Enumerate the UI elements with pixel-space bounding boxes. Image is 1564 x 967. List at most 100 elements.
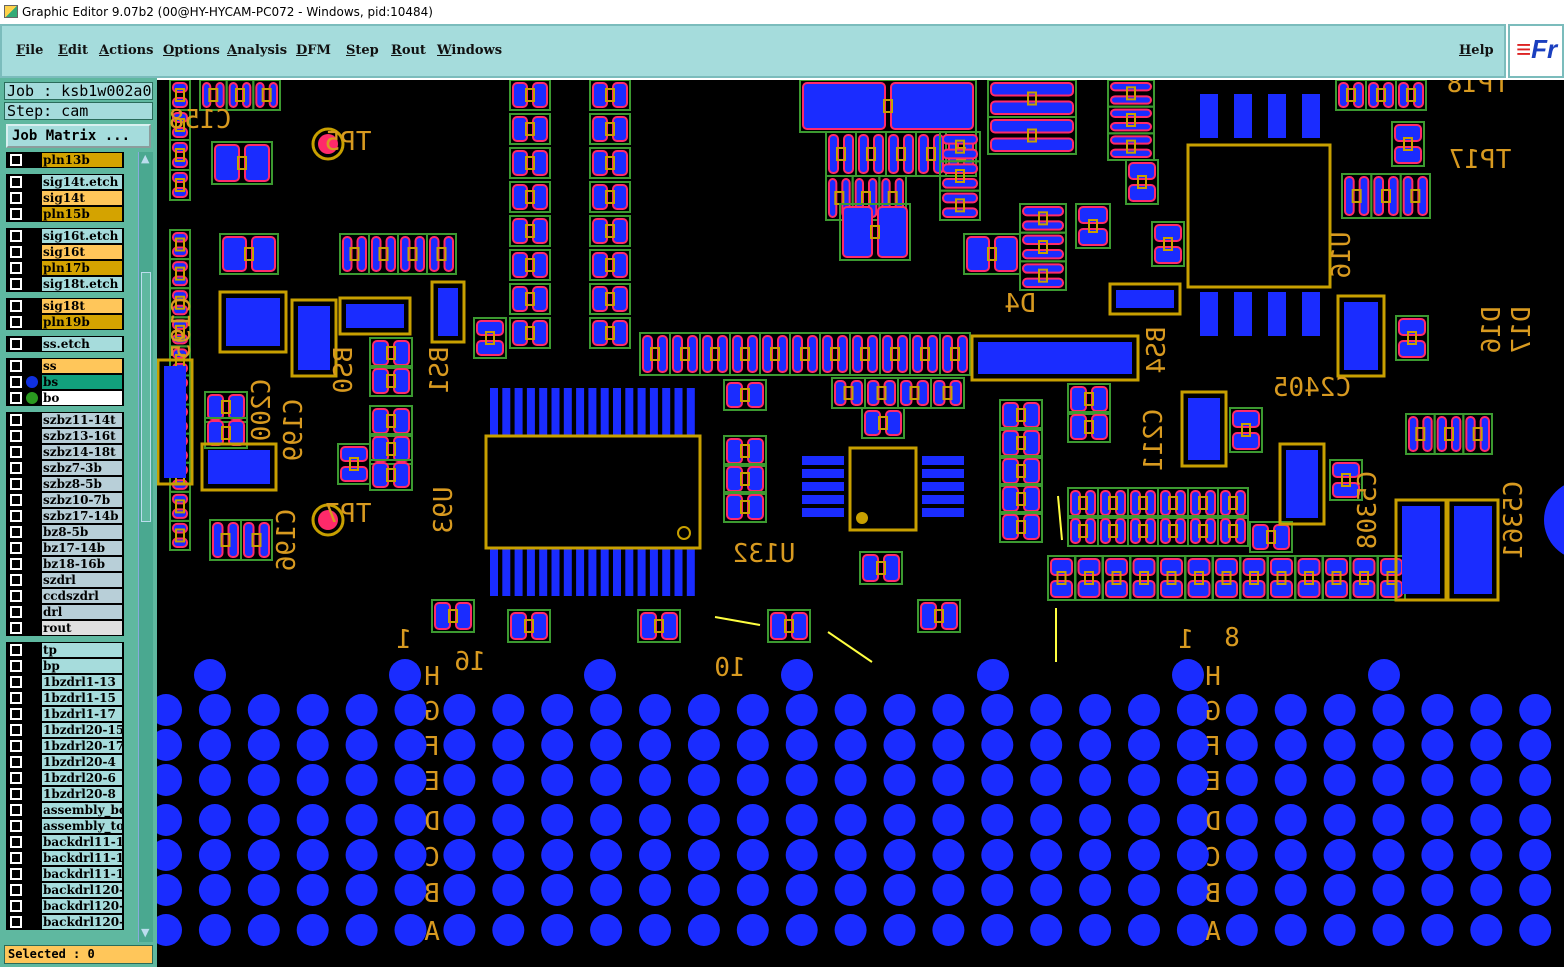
layer-row[interactable]: ss.etch (6, 336, 124, 352)
layer-row[interactable]: sig18t (6, 298, 124, 314)
menu-windows[interactable]: Windows (437, 43, 503, 58)
layer-row[interactable]: backdrl120- (6, 882, 124, 898)
layer-row[interactable]: szbz17-14b (6, 508, 124, 524)
layer-row[interactable]: backdrl11-1 (6, 850, 124, 866)
menu-file[interactable]: File (16, 43, 44, 58)
scroll-up-icon[interactable]: ▲ (141, 152, 150, 165)
layer-checkbox[interactable] (10, 462, 22, 474)
layer-checkbox[interactable] (10, 574, 22, 586)
layer-row[interactable]: bo (6, 390, 124, 406)
layer-row[interactable]: ccdszdrl (6, 588, 124, 604)
layer-checkbox[interactable] (10, 246, 22, 258)
layer-checkbox[interactable] (10, 660, 22, 672)
layer-checkbox[interactable] (10, 788, 22, 800)
menu-edit[interactable]: Edit (58, 43, 88, 58)
layer-checkbox[interactable] (10, 900, 22, 912)
layer-checkbox[interactable] (10, 316, 22, 328)
menu-rout[interactable]: Rout (391, 43, 426, 58)
layer-row[interactable]: tp (6, 642, 124, 658)
layer-row[interactable]: sig16t (6, 244, 124, 260)
layer-checkbox[interactable] (10, 360, 22, 372)
layer-row[interactable]: bp (6, 658, 124, 674)
layer-checkbox[interactable] (10, 430, 22, 442)
layer-row[interactable]: drl (6, 604, 124, 620)
layer-row[interactable]: bz18-16b (6, 556, 124, 572)
layer-checkbox[interactable] (10, 376, 22, 388)
layer-row[interactable]: sig16t.etch (6, 228, 124, 244)
layer-row[interactable]: pln19b (6, 314, 124, 330)
menu-actions[interactable]: Actions (99, 43, 154, 58)
layer-row[interactable]: 1bzdrl1-17 (6, 706, 124, 722)
layer-checkbox[interactable] (10, 756, 22, 768)
layer-row[interactable]: 1bzdrl1-13 (6, 674, 124, 690)
job-matrix-button[interactable]: Job Matrix ... (6, 124, 151, 148)
menu-analysis[interactable]: Analysis (227, 43, 288, 58)
layer-row[interactable]: backdrl11-1 (6, 866, 124, 882)
layer-checkbox[interactable] (10, 868, 22, 880)
layer-checkbox[interactable] (10, 692, 22, 704)
layer-row[interactable]: backdrl11-1 (6, 834, 124, 850)
layer-checkbox[interactable] (10, 916, 22, 928)
layer-checkbox[interactable] (10, 740, 22, 752)
layer-row[interactable]: szbz7-3b (6, 460, 124, 476)
layer-row[interactable]: szbz11-14t (6, 412, 124, 428)
layer-checkbox[interactable] (10, 176, 22, 188)
layer-row[interactable]: sig14t.etch (6, 174, 124, 190)
layer-row[interactable]: backdrl120- (6, 898, 124, 914)
layer-checkbox[interactable] (10, 208, 22, 220)
layer-row[interactable]: szbz14-18t (6, 444, 124, 460)
layer-row[interactable]: 1bzdrl20-8 (6, 786, 124, 802)
layer-checkbox[interactable] (10, 622, 22, 634)
layer-checkbox[interactable] (10, 510, 22, 522)
layer-row[interactable]: 1bzdrl20-17 (6, 738, 124, 754)
layer-row[interactable]: szbz8-5b (6, 476, 124, 492)
layer-row[interactable]: pln15b (6, 206, 124, 222)
layer-checkbox[interactable] (10, 884, 22, 896)
layer-row[interactable]: 1bzdrl20-4 (6, 754, 124, 770)
layer-checkbox[interactable] (10, 708, 22, 720)
menu-help[interactable]: Help (1459, 43, 1494, 58)
layer-checkbox[interactable] (10, 494, 22, 506)
layer-row[interactable]: assembly_bot (6, 802, 124, 818)
menu-dfm[interactable]: DFM (296, 43, 331, 58)
layer-checkbox[interactable] (10, 804, 22, 816)
layer-checkbox[interactable] (10, 278, 22, 290)
layer-checkbox[interactable] (10, 590, 22, 602)
layer-row[interactable]: bz8-5b (6, 524, 124, 540)
layer-checkbox[interactable] (10, 542, 22, 554)
layer-checkbox[interactable] (10, 526, 22, 538)
layer-row[interactable]: sig14t (6, 190, 124, 206)
layer-checkbox[interactable] (10, 230, 22, 242)
layer-checkbox[interactable] (10, 392, 22, 404)
layer-checkbox[interactable] (10, 852, 22, 864)
layer-list-scrollbar[interactable]: ▲ ▼ (138, 152, 153, 942)
layer-row[interactable]: sig18t.etch (6, 276, 124, 292)
layer-checkbox[interactable] (10, 644, 22, 656)
layer-checkbox[interactable] (10, 338, 22, 350)
layer-row[interactable]: pln13b (6, 152, 124, 168)
layer-checkbox[interactable] (10, 446, 22, 458)
layer-checkbox[interactable] (10, 192, 22, 204)
layer-checkbox[interactable] (10, 262, 22, 274)
layer-checkbox[interactable] (10, 606, 22, 618)
graphics-canvas[interactable]: C158 TP5 TP17 TP18 C195 BS1 BS0 C200 C199 C196 TP7… (157, 80, 1564, 967)
layer-row[interactable]: bz17-14b (6, 540, 124, 556)
layer-checkbox[interactable] (10, 478, 22, 490)
layer-checkbox[interactable] (10, 836, 22, 848)
layer-row[interactable]: assembly_top (6, 818, 124, 834)
layer-checkbox[interactable] (10, 558, 22, 570)
layer-row[interactable]: szdrl (6, 572, 124, 588)
layer-row[interactable]: bs (6, 374, 124, 390)
layer-checkbox[interactable] (10, 676, 22, 688)
layer-row[interactable]: pln17b (6, 260, 124, 276)
layer-row[interactable]: 1bzdrl20-6 (6, 770, 124, 786)
layer-row[interactable]: szbz13-16t (6, 428, 124, 444)
layer-row[interactable]: ss (6, 358, 124, 374)
layer-row[interactable]: 1bzdrl1-15 (6, 690, 124, 706)
layer-row[interactable]: backdrl120- (6, 914, 124, 930)
layer-checkbox[interactable] (10, 300, 22, 312)
layer-row[interactable]: 1bzdrl20-15 (6, 722, 124, 738)
layer-checkbox[interactable] (10, 414, 22, 426)
menu-options[interactable]: Options (163, 43, 220, 58)
scroll-thumb[interactable] (141, 272, 151, 522)
